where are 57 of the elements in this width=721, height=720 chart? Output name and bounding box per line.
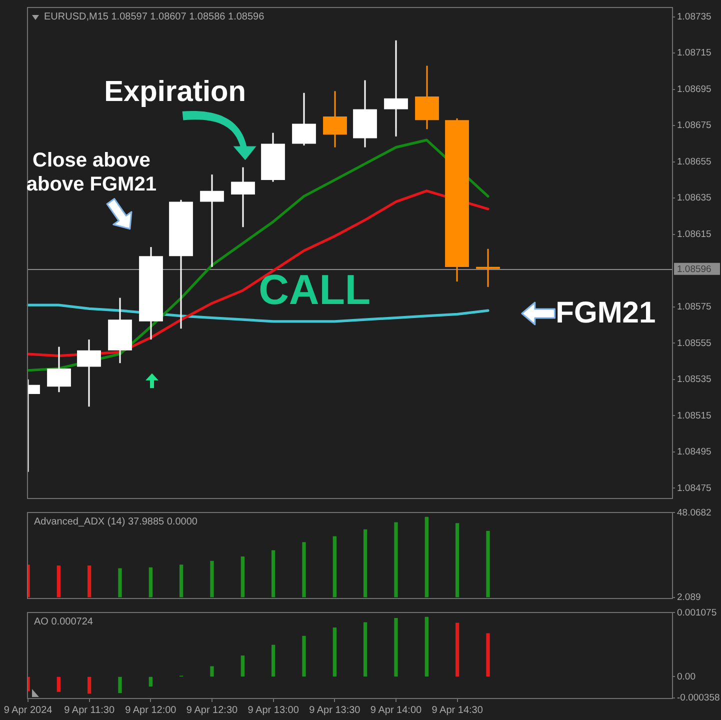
annotation: Close above above FGM21 — [26, 149, 156, 196]
x-tick-label: 9 Apr 12:00 — [125, 704, 177, 716]
candlestick — [47, 346, 71, 393]
y-tick-label: 1.08575 — [677, 302, 712, 313]
x-tick-label: 9 Apr 14:00 — [370, 704, 422, 716]
y-tick-label: 0.001075 — [677, 607, 717, 618]
bar — [88, 676, 92, 694]
x-tick-label: 9 Apr 12:30 — [186, 704, 238, 716]
bar — [240, 656, 244, 677]
candlestick — [77, 338, 101, 408]
candlestick — [200, 174, 224, 268]
y-tick-label: 0.00 — [677, 671, 696, 682]
x-tick-label: 9 Apr 13:00 — [248, 704, 300, 716]
y-tick-label: 48.0682 — [677, 507, 712, 518]
bar — [364, 622, 368, 677]
candlestick — [476, 248, 500, 288]
y-tick-label: -0.000358 — [677, 692, 720, 704]
annotation: Expiration — [104, 76, 246, 108]
y-tick-label: 1.08675 — [677, 120, 712, 132]
candlestick — [384, 40, 408, 138]
y-tick-label: 1.08615 — [677, 228, 712, 240]
annotation: CALL — [258, 266, 371, 314]
y-tick-label: 1.08555 — [677, 338, 712, 349]
chart-title: Advanced_ADX (14) 37.9885 0.0000 — [34, 516, 198, 528]
chart-title: EURUSD,M15 1.08597 1.08607 1.08586 1.08596 — [44, 11, 265, 22]
y-tick-label: 1.08715 — [677, 48, 712, 59]
x-tick-label: 9 Apr 14:30 — [432, 704, 484, 716]
chart-title: AO 0.000724 — [34, 616, 94, 628]
y-tick-label: 1.08735 — [677, 11, 712, 22]
bar — [424, 616, 428, 677]
annotation: FGM21 — [556, 296, 656, 330]
x-tick-label: 9 Apr 13:30 — [309, 704, 361, 716]
y-tick-label: 1.08495 — [677, 446, 712, 458]
bar — [302, 636, 306, 677]
candlestick — [231, 166, 255, 228]
y-tick-label: 1.08535 — [677, 374, 712, 386]
bar — [56, 676, 60, 692]
x-tick-label: 9 Apr 11:30 — [64, 704, 115, 716]
bar — [486, 633, 490, 677]
bar — [118, 676, 122, 694]
ref-line-label: 1.08596 — [677, 264, 712, 275]
y-tick-label: 1.08635 — [677, 192, 712, 204]
bar — [148, 676, 152, 687]
candlestick — [323, 90, 347, 148]
y-tick-label: 1.08475 — [677, 482, 712, 494]
y-tick-label: 1.08515 — [677, 410, 712, 422]
bar — [394, 618, 398, 677]
y-tick-label: 2.089 — [677, 592, 701, 603]
y-tick-label: 1.08655 — [677, 156, 712, 168]
bar — [210, 666, 214, 677]
candlestick — [415, 64, 439, 130]
bar — [456, 622, 460, 677]
bar — [272, 644, 276, 677]
y-tick-label: 1.08695 — [677, 84, 712, 95]
x-tick-label: 9 Apr 2024 — [4, 704, 53, 716]
candlestick — [292, 92, 316, 146]
bar — [332, 628, 336, 677]
